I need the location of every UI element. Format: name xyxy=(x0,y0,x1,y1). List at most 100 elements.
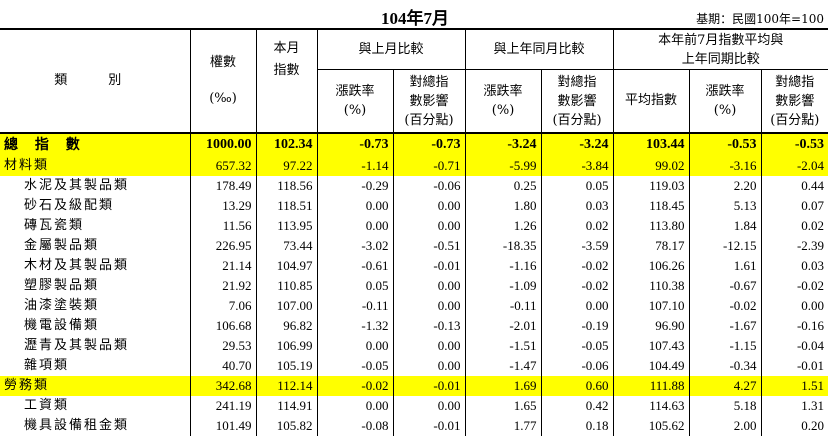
cell-mom-impact: 0.00 xyxy=(392,356,466,376)
cell-yoy-rate: -1.16 xyxy=(464,256,542,276)
cell-yoy-impact: -0.06 xyxy=(540,356,614,376)
cell-ytd-impact: 0.03 xyxy=(760,256,829,276)
cell-weight: 657.32 xyxy=(189,156,257,176)
cell-ytd-rate: -0.34 xyxy=(688,356,762,376)
yoy-impact-header: 對總指 數影響 (百分點) xyxy=(540,69,614,133)
cell-yoy-rate: -2.01 xyxy=(464,316,542,336)
vs-prev-month-header: 與上月比較 xyxy=(316,28,466,70)
cell-yoy-impact: -0.05 xyxy=(540,336,614,356)
row-label: 磚瓦瓷類 xyxy=(0,216,191,236)
cell-yoy-impact: -3.24 xyxy=(540,132,614,156)
yoy-rate-header: 漲跌率 (%) xyxy=(464,69,542,133)
cell-index: 73.44 xyxy=(255,236,318,256)
cell-mom-impact: -0.01 xyxy=(392,256,466,276)
cell-weight: 11.56 xyxy=(189,216,257,236)
cell-index: 107.00 xyxy=(255,296,318,316)
cell-ytd-impact: 0.07 xyxy=(760,196,829,216)
cell-weight: 178.49 xyxy=(189,176,257,196)
cell-yoy-impact: 0.02 xyxy=(540,216,614,236)
mom-impact-header: 對總指 數影響 (百分點) xyxy=(392,69,466,133)
ytd-impact-header: 對總指 數影響 (百分點) xyxy=(760,69,829,133)
cell-weight: 13.29 xyxy=(189,196,257,216)
price-index-table: 類 別 權數 (‰) 本月 指數 與上月比較 與上年同月比較 本年前7月指數平均… xyxy=(0,28,829,436)
row-label: 機具設備租金類 xyxy=(0,416,191,436)
cell-weight: 241.19 xyxy=(189,396,257,416)
cell-avg: 106.26 xyxy=(612,256,690,276)
row-label: 木材及其製品類 xyxy=(0,256,191,276)
cell-ytd-rate: 2.00 xyxy=(688,416,762,436)
cell-avg: 103.44 xyxy=(612,132,690,156)
cell-yoy-impact: 0.03 xyxy=(540,196,614,216)
cell-index: 102.34 xyxy=(255,132,318,156)
row-label: 雜項類 xyxy=(0,356,191,376)
cell-mom-impact: -0.71 xyxy=(392,156,466,176)
cell-avg: 78.17 xyxy=(612,236,690,256)
cell-avg: 111.88 xyxy=(612,376,690,396)
table-row: 木材及其製品類 21.14 104.97 -0.61 -0.01 -1.16 -0.02 10… xyxy=(0,256,829,276)
cell-yoy-rate: 1.77 xyxy=(464,416,542,436)
table-row: 油漆塗裝類 7.06 107.00 -0.11 0.00 -0.11 0.00 107.10-… xyxy=(0,296,829,316)
cell-yoy-rate: -5.99 xyxy=(464,156,542,176)
cell-mom-rate: -3.02 xyxy=(316,236,394,256)
row-label: 砂石及級配類 xyxy=(0,196,191,216)
weight-header: 權數 (‰) xyxy=(189,28,257,133)
cell-ytd-rate: -3.16 xyxy=(688,156,762,176)
cell-ytd-impact: 0.44 xyxy=(760,176,829,196)
cell-avg: 104.49 xyxy=(612,356,690,376)
row-label: 塑膠製品類 xyxy=(0,276,191,296)
cell-weight: 29.53 xyxy=(189,336,257,356)
row-label: 工資類 xyxy=(0,396,191,416)
row-label: 水泥及其製品類 xyxy=(0,176,191,196)
cell-yoy-impact: 0.05 xyxy=(540,176,614,196)
cell-mom-rate: 0.00 xyxy=(316,336,394,356)
cell-weight: 106.68 xyxy=(189,316,257,336)
cell-mom-impact: 0.00 xyxy=(392,196,466,216)
cell-yoy-impact: -0.19 xyxy=(540,316,614,336)
base-period-note: 基期：民國100年=100 xyxy=(696,12,824,26)
cell-weight: 7.06 xyxy=(189,296,257,316)
cell-index: 112.14 xyxy=(255,376,318,396)
cell-ytd-rate: -1.67 xyxy=(688,316,762,336)
table-row: 工資類 241.19 114.91 0.00 0.00 1.65 0.42 114.63 5.1… xyxy=(0,396,829,416)
table-row: 雜項類 40.70 105.19 -0.05 0.00 -1.47 -0.06 104.49-… xyxy=(0,356,829,376)
cell-yoy-impact: 0.42 xyxy=(540,396,614,416)
cell-avg: 105.62 xyxy=(612,416,690,436)
row-label: 總 指 數 xyxy=(0,132,191,156)
current-index-header: 本月 指數 xyxy=(255,28,318,133)
cell-ytd-rate: -0.67 xyxy=(688,276,762,296)
cell-weight: 40.70 xyxy=(189,356,257,376)
cell-mom-impact: 0.00 xyxy=(392,216,466,236)
cell-ytd-impact: -2.04 xyxy=(760,156,829,176)
cell-avg: 110.38 xyxy=(612,276,690,296)
cell-mom-rate: -0.11 xyxy=(316,296,394,316)
cell-index: 104.97 xyxy=(255,256,318,276)
cell-yoy-impact: 0.18 xyxy=(540,416,614,436)
cell-ytd-impact: 1.31 xyxy=(760,396,829,416)
cell-yoy-impact: -0.02 xyxy=(540,256,614,276)
cell-ytd-impact: -0.01 xyxy=(760,356,829,376)
row-label: 機電設備類 xyxy=(0,316,191,336)
cell-yoy-impact: 0.00 xyxy=(540,296,614,316)
row-label: 金屬製品類 xyxy=(0,236,191,256)
cell-ytd-impact: -0.16 xyxy=(760,316,829,336)
cell-avg: 113.80 xyxy=(612,216,690,236)
cell-index: 118.51 xyxy=(255,196,318,216)
cell-mom-rate: -0.05 xyxy=(316,356,394,376)
cell-ytd-impact: 1.51 xyxy=(760,376,829,396)
cell-mom-rate: -0.02 xyxy=(316,376,394,396)
category-header: 類 別 xyxy=(0,28,191,133)
cell-yoy-impact: -0.02 xyxy=(540,276,614,296)
cell-mom-impact: -0.51 xyxy=(392,236,466,256)
cell-yoy-rate: 0.25 xyxy=(464,176,542,196)
table-row: 水泥及其製品類 178.49 118.56 -0.29 -0.06 0.25 0.05 119… xyxy=(0,176,829,196)
table-row: 機電設備類 106.68 96.82 -1.32 -0.13 -2.01 -0.19 96.9… xyxy=(0,316,829,336)
row-label: 瀝青及其製品類 xyxy=(0,336,191,356)
cell-avg: 99.02 xyxy=(612,156,690,176)
total-row: 總 指 數 1000.00 102.34 -0.73 -0.73 -3.24 -3.24 10… xyxy=(0,132,829,156)
row-label: 材料類 xyxy=(0,156,191,176)
cell-avg: 118.45 xyxy=(612,196,690,216)
ytd-rate-header: 漲跌率 (%) xyxy=(688,69,762,133)
row-label: 勞務類 xyxy=(0,376,191,396)
mom-rate-header: 漲跌率 (%) xyxy=(316,69,394,133)
table-row: 金屬製品類 226.95 73.44 -3.02 -0.51 -18.35 -3.59 78.… xyxy=(0,236,829,256)
